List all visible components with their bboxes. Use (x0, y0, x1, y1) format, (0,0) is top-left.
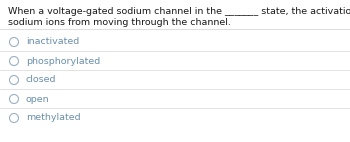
Text: When a voltage-gated sodium channel in the _______ state, the activation gate is: When a voltage-gated sodium channel in t… (8, 7, 350, 16)
Text: phosphorylated: phosphorylated (26, 57, 100, 65)
Ellipse shape (9, 37, 19, 46)
Ellipse shape (9, 94, 19, 104)
Ellipse shape (9, 76, 19, 84)
Ellipse shape (9, 57, 19, 65)
Text: open: open (26, 94, 50, 104)
Text: sodium ions from moving through the channel.: sodium ions from moving through the chan… (8, 18, 231, 27)
Text: inactivated: inactivated (26, 37, 79, 46)
Ellipse shape (9, 113, 19, 123)
Text: methylated: methylated (26, 113, 80, 123)
Text: closed: closed (26, 76, 56, 84)
